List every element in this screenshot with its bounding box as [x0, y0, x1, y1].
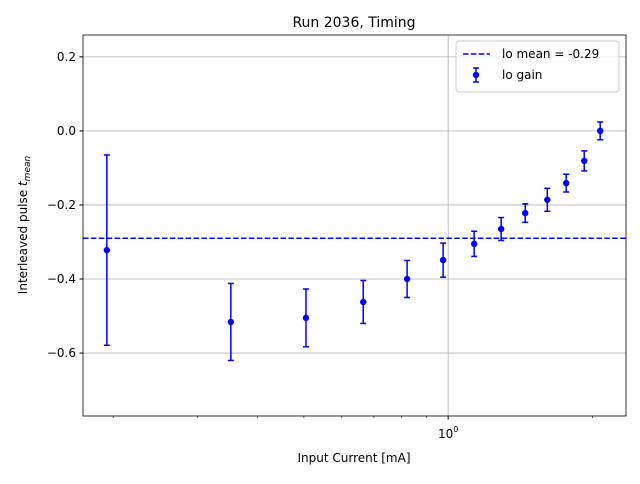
- data-point: [439, 256, 447, 264]
- plot-frame: [82, 34, 627, 417]
- error-point: [470, 230, 478, 258]
- x-axis-label: Input Current [mA]: [297, 451, 410, 465]
- error-point: [522, 203, 529, 224]
- legend-swatch: [472, 71, 480, 79]
- y-label-text: Interleaved pulse: [16, 190, 30, 294]
- x-tick-label: 100: [438, 425, 458, 441]
- error-point: [596, 121, 604, 141]
- data-point: [227, 318, 235, 326]
- error-point: [302, 288, 310, 348]
- data-point: [302, 314, 310, 322]
- data-point: [103, 246, 111, 254]
- error-point: [544, 187, 551, 212]
- data-point: [522, 209, 529, 217]
- data-point: [544, 196, 551, 203]
- y-tick-label: −0.2: [47, 198, 76, 212]
- data-point: [403, 275, 411, 283]
- error-point: [439, 242, 447, 278]
- data-point: [497, 225, 505, 233]
- y-label-sub: mean: [23, 156, 33, 182]
- error-point: [360, 279, 367, 325]
- y-axis-label: Interleaved pulse tmean: [16, 156, 33, 295]
- data-point: [360, 298, 367, 306]
- y-tick-label: −0.6: [47, 346, 76, 360]
- data-point: [581, 157, 588, 165]
- error-point: [562, 173, 570, 193]
- error-point: [403, 259, 411, 299]
- error-point: [581, 150, 588, 172]
- y-tick-label: 0.0: [57, 124, 76, 138]
- legend-box: [455, 40, 620, 93]
- legend-label: lo gain: [502, 68, 542, 82]
- error-point: [103, 154, 111, 347]
- data-point: [596, 127, 604, 135]
- data-point: [470, 240, 478, 248]
- y-label-var: t: [16, 180, 30, 186]
- x-tick-exp: 0: [453, 425, 458, 434]
- chart-title: Run 2036, Timing: [292, 15, 415, 31]
- legend-label: lo mean = -0.29: [502, 47, 599, 61]
- y-tick-label: 0.2: [57, 50, 76, 64]
- x-tick-base: 10: [438, 427, 453, 441]
- error-point: [227, 282, 235, 362]
- y-tick-label: −0.4: [47, 272, 76, 286]
- data-point: [562, 179, 570, 187]
- error-point: [497, 216, 505, 242]
